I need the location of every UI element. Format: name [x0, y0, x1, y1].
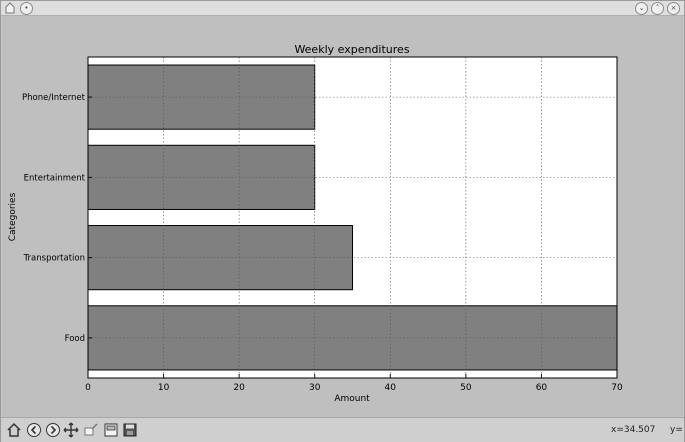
y-ticks: Food Transportation Entertainment Phone/Int…: [22, 93, 92, 344]
x-tick-label: 70: [611, 383, 623, 393]
x-axis-label: Amount: [334, 394, 370, 404]
title-bar: • ⌄ ˄ ×: [1, 1, 684, 16]
close-icon[interactable]: ×: [667, 2, 680, 15]
x-tick-label: 10: [158, 383, 170, 393]
x-ticks: 0 10 20 30 40 50 60 70: [85, 374, 623, 393]
zoom-icon[interactable]: [82, 421, 100, 439]
plot-frame: [87, 56, 618, 379]
bar-transportation: [87, 225, 353, 291]
y-tick-label: Entertainment: [24, 173, 86, 183]
save-icon[interactable]: [121, 421, 139, 439]
chart-title: Weekly expenditures: [294, 43, 409, 56]
app-icon: [5, 2, 15, 14]
x-tick-label: 60: [536, 383, 548, 393]
pin-icon[interactable]: •: [20, 2, 33, 15]
grid-lines: [88, 57, 617, 378]
y-tick-label: Transportation: [23, 254, 85, 264]
subplots-icon[interactable]: [102, 421, 120, 439]
bars: [87, 64, 618, 371]
maximize-icon[interactable]: ˄: [651, 2, 664, 15]
x-tick-label: 30: [309, 383, 321, 393]
back-icon[interactable]: [25, 421, 43, 439]
y-axis-label: Categories: [8, 192, 18, 241]
bar-food: [87, 305, 618, 371]
minimize-icon[interactable]: ⌄: [635, 2, 648, 15]
x-tick-label: 50: [460, 383, 472, 393]
navigation-toolbar: x=34.507 y=: [1, 417, 684, 442]
home-icon[interactable]: [5, 421, 23, 439]
figure-canvas[interactable]: 0 10 20 30 40 50 60 70 Food Transportation Entert…: [2, 16, 683, 417]
y-tick-label: Food: [65, 334, 85, 344]
bar-chart: 0 10 20 30 40 50 60 70 Food Transportation Entert…: [8, 43, 623, 404]
x-tick-label: 40: [385, 383, 397, 393]
y-coordinate-readout: y=: [670, 425, 683, 435]
pan-icon[interactable]: [62, 421, 80, 439]
x-tick-label: 20: [233, 383, 245, 393]
x-coordinate-readout: x=34.507: [611, 425, 656, 435]
forward-icon[interactable]: [44, 421, 62, 439]
x-tick-label: 0: [85, 383, 91, 393]
y-tick-label: Phone/Internet: [22, 93, 86, 103]
